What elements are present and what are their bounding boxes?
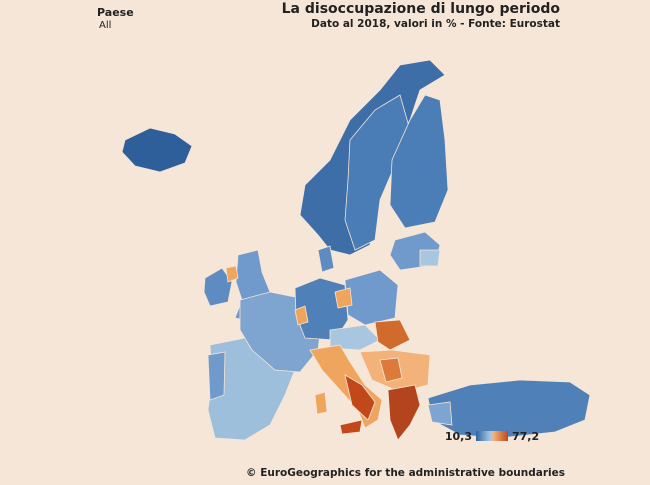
map-regions xyxy=(121,59,591,441)
region xyxy=(344,94,411,251)
region xyxy=(314,391,328,415)
map-subtitle: Dato al 2018, valori in % - Fonte: Euros… xyxy=(311,18,560,30)
legend-min: 10,3 xyxy=(445,430,472,443)
region xyxy=(344,374,376,421)
filter-value[interactable]: All xyxy=(99,20,111,31)
region xyxy=(317,245,335,273)
region xyxy=(121,127,193,173)
region xyxy=(203,267,233,307)
region xyxy=(427,379,591,439)
region xyxy=(334,287,353,309)
region xyxy=(387,384,421,441)
region xyxy=(344,269,399,326)
region xyxy=(374,319,411,351)
region xyxy=(379,357,403,383)
region xyxy=(419,249,441,267)
region xyxy=(294,305,309,326)
region xyxy=(329,324,381,351)
region xyxy=(207,351,226,401)
region xyxy=(339,419,363,435)
legend: 10,3 77,2 xyxy=(445,430,539,443)
region xyxy=(389,94,449,229)
legend-max: 77,2 xyxy=(512,430,539,443)
region xyxy=(225,265,239,283)
region xyxy=(427,401,453,426)
map-title: La disoccupazione di lungo periodo xyxy=(282,1,561,17)
credit: © EuroGeographics for the administrative… xyxy=(246,467,565,479)
legend-gradient xyxy=(476,431,508,441)
filter-label: Paese xyxy=(97,6,134,19)
